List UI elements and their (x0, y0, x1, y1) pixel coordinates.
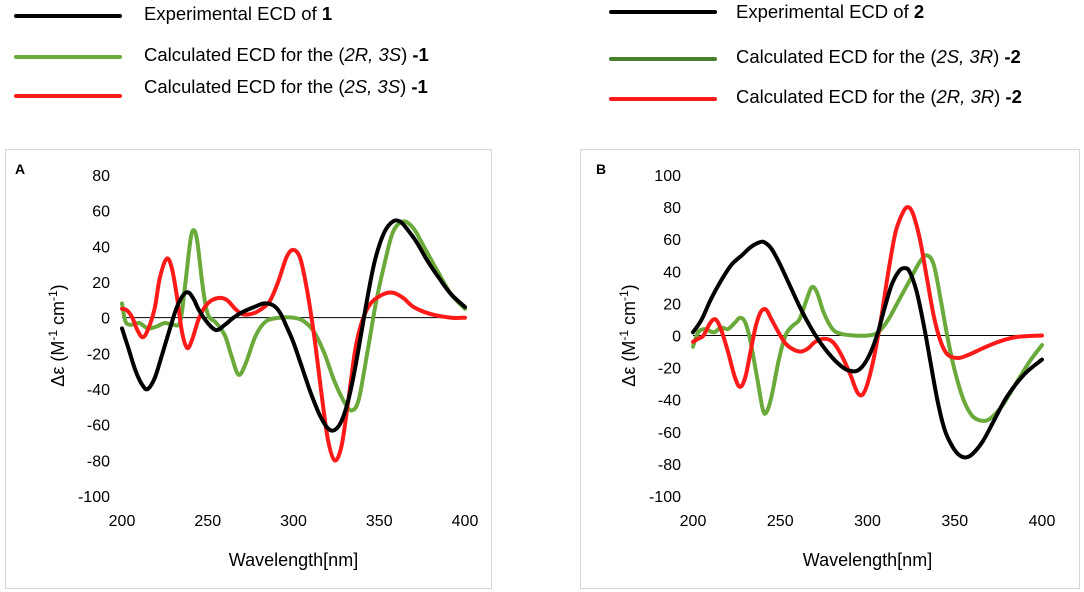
ylabel-mid: cm (48, 301, 68, 330)
ylabel-main: Δε (M (48, 341, 68, 387)
y-tick-label: 40 (663, 264, 681, 281)
y-tick-label: 60 (92, 204, 110, 221)
legend-text-middle: ) (400, 76, 412, 97)
legend-text-middle: ) (994, 86, 1006, 107)
legend-text-compound: -2 (1004, 46, 1021, 67)
legend-text-middle: ) (401, 44, 413, 65)
y-tick-label: 0 (101, 311, 110, 328)
x-tick-label: 250 (194, 513, 221, 530)
legend-line-exp-2 (609, 10, 717, 14)
legend-text-prefix: Experimental ECD of (144, 3, 322, 24)
ylabel-sup1: -1 (46, 330, 60, 341)
ylabel-end: ) (48, 284, 68, 290)
series-line-b-0 (691, 253, 1044, 423)
legend-text-compound: 1 (321, 3, 333, 24)
y-axis-title: Δε (M-1 cm-1) (617, 284, 639, 386)
y-tick-label: -80 (658, 457, 681, 474)
legend-label-exp-1: Experimental ECD of 1 (144, 3, 332, 25)
series-line-a-1 (120, 247, 467, 463)
x-tick-label: 200 (680, 513, 707, 530)
legend-text-compound: -1 (412, 44, 429, 65)
y-tick-label: 0 (672, 329, 681, 346)
ylabel-main: Δε (M (619, 341, 639, 387)
legend-label-calc-2s3s-1: Calculated ECD for the (2S, 3S) -1 (144, 76, 428, 98)
y-tick-label: 80 (663, 200, 681, 217)
legend-text-config: 2R, 3R (936, 86, 995, 107)
ylabel-end: ) (619, 284, 639, 290)
legend-text-compound: -1 (411, 76, 428, 97)
chart-a-svg: -100 -80 -60 -40 -20 0 20 40 60 80 200 250 300 350 400… (46, 168, 479, 570)
y-tick-label: 20 (92, 275, 110, 292)
x-axis-title: Wavelength[nm] (803, 550, 932, 570)
legend-text-prefix: Calculated ECD for the ( (736, 46, 937, 67)
legend-label-calc-2r3r-2: Calculated ECD for the (2R, 3R) -2 (736, 86, 1022, 108)
ylabel-sup1: -1 (617, 330, 631, 341)
legend-line-exp-1 (14, 14, 122, 18)
x-tick-label: 200 (109, 513, 136, 530)
y-tick-label: -40 (87, 382, 110, 399)
x-tick-label: 350 (941, 513, 968, 530)
y-tick-label: 80 (92, 168, 110, 185)
x-tick-label: 400 (1029, 513, 1056, 530)
legend-line-calc-2s3r-2 (609, 57, 717, 61)
legend-text-prefix: Calculated ECD for the ( (144, 44, 345, 65)
chart-b-svg: -100 -80 -60 -40 -20 0 20 40 60 80 100 200 250 300 350… (617, 168, 1056, 570)
y-tick-label: -40 (658, 393, 681, 410)
x-tick-label: 300 (854, 513, 881, 530)
series-line-b-2 (691, 239, 1044, 460)
legend-label-calc-2s3r-2: Calculated ECD for the (2S, 3R) -2 (736, 46, 1021, 68)
y-tick-label: -80 (87, 453, 110, 470)
x-tick-label: 400 (452, 513, 479, 530)
x-axis-title: Wavelength[nm] (229, 550, 358, 570)
y-tick-label: -60 (658, 425, 681, 442)
ylabel-sup2: -1 (46, 290, 60, 301)
legend-text-prefix: Calculated ECD for the ( (144, 76, 345, 97)
legend-right: Experimental ECD of 2 Calculated ECD for… (520, 0, 1084, 110)
legend-text-compound: -2 (1005, 86, 1022, 107)
legend-label-exp-2: Experimental ECD of 2 (736, 1, 924, 23)
ylabel-mid: cm (619, 301, 639, 330)
panel-label-b: B (596, 161, 607, 177)
x-tick-label: 300 (280, 513, 307, 530)
y-axis-title: Δε (M-1 cm-1) (46, 284, 68, 386)
legend-text-config: 2S, 3S (344, 76, 401, 97)
legend-line-calc-2r3r-2 (609, 97, 717, 101)
chart-panel-a: A -100 -80 -60 -40 -20 0 20 40 60 80 200 250 300 350 4… (5, 149, 492, 589)
y-tick-label: -20 (658, 361, 681, 378)
panel-label-a: A (15, 161, 26, 177)
y-tick-label: 20 (663, 296, 681, 313)
legend-label-calc-2r3s-1: Calculated ECD for the (2R, 3S) -1 (144, 44, 429, 66)
x-tick-label: 350 (366, 513, 393, 530)
series-line-a-2 (120, 218, 467, 433)
legend-text-prefix: Calculated ECD for the ( (736, 86, 937, 107)
y-tick-label: -60 (87, 418, 110, 435)
legend-line-calc-2s3s-1 (14, 94, 122, 98)
y-tick-label: 60 (663, 232, 681, 249)
y-tick-label: 100 (654, 168, 681, 185)
legend-line-calc-2r3s-1 (14, 55, 122, 59)
x-tick-label: 250 (767, 513, 794, 530)
y-tick-label: -20 (87, 346, 110, 363)
legend-text-middle: ) (993, 46, 1005, 67)
chart-panel-b: B -100 -80 -60 -40 -20 0 20 40 60 80 100 200 250 300 3… (580, 149, 1080, 589)
legend-text-config: 2S, 3R (936, 46, 994, 67)
y-tick-label: 40 (92, 239, 110, 256)
legend-text-prefix: Experimental ECD of (736, 1, 914, 22)
legend-text-compound: 2 (913, 1, 925, 22)
legend-left: Experimental ECD of 1 Calculated ECD for… (0, 0, 520, 110)
y-tick-label: -100 (78, 489, 110, 506)
ylabel-sup2: -1 (617, 290, 631, 301)
series-line-b-1 (691, 205, 1044, 398)
legend-text-config: 2R, 3S (344, 44, 402, 65)
y-tick-label: -100 (649, 489, 681, 506)
